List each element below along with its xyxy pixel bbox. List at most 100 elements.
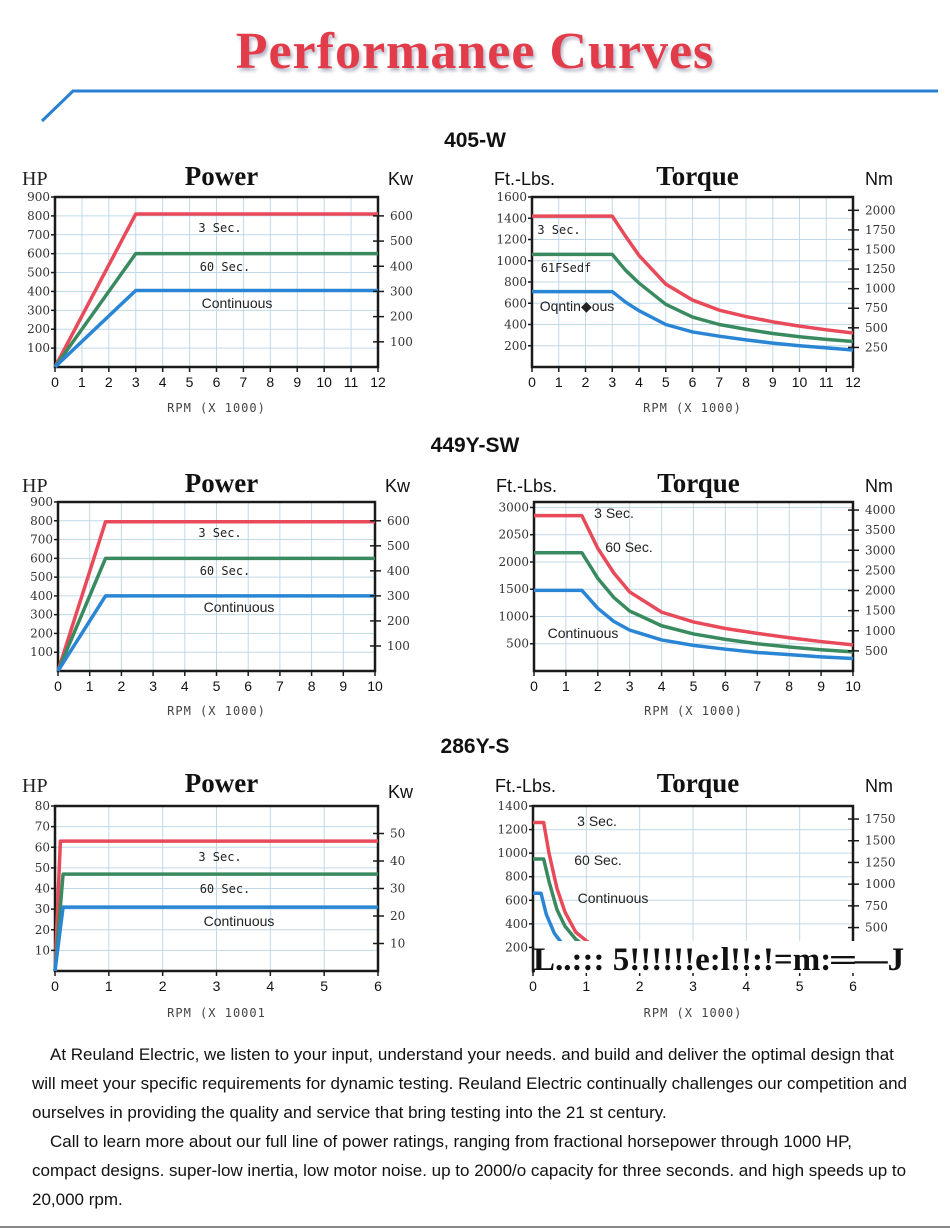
chart-title: Torque [657,768,740,798]
y2-axis-label: Kw [385,476,411,496]
y-tick-label: 300 [30,608,53,622]
y2-tick-label: 500 [865,321,888,335]
x-tick-label: 8 [308,678,316,694]
y2-tick-label: 400 [387,564,410,578]
chart-2: 3 Sec. 60 Sec. Continuous 0 1 2 3 4 5 6 7 8 9 10 100 20… [22,468,411,718]
x-tick-label: 1 [86,678,94,694]
y-tick-label: 600 [504,296,527,310]
x-tick-label: 9 [817,678,825,694]
y2-tick-label: 2500 [865,563,896,577]
x-tick-label: 5 [690,678,698,694]
y2-tick-label: 100 [387,639,410,653]
y2-tick-label: 600 [387,514,410,528]
y-tick-label: 400 [504,318,527,332]
series-label: 60 Sec. [605,539,652,555]
series-label: 3 Sec. [594,505,634,521]
y2-tick-label: 20 [390,909,405,923]
series-line-1 [534,550,854,654]
title-rule [40,89,938,123]
y-tick-label: 500 [27,266,50,280]
x-axis-label: RPM (X 10001 [167,1006,266,1020]
x-tick-label: 2 [159,978,167,994]
x-tick-label: 0 [530,678,538,694]
x-tick-label: 1 [562,678,570,694]
y-tick-label: 1200 [497,823,528,837]
x-tick-label: 7 [715,374,723,390]
y-axis-label: HP [22,168,48,190]
y2-tick-label: 30 [390,882,405,896]
x-tick-label: 10 [367,678,383,694]
y-axis-label: Ft.-Lbs. [494,169,555,189]
y-tick-label: 300 [27,303,50,317]
series-label: Continuous [204,913,275,929]
series-label: 61FSedf [541,261,592,275]
series-line-2 [53,288,378,369]
x-axis-label: RPM (X 1000) [167,704,266,718]
y-tick-label: 400 [27,284,50,298]
x-tick-label: 6 [374,978,382,994]
x-tick-label: 12 [370,374,386,390]
footer-text: At Reuland Electric, we listen to your i… [32,1040,912,1214]
y-tick-label: 50 [35,861,50,875]
x-tick-label: 6 [213,374,221,390]
chart-4: 3 Sec. 60 Sec. Continuous 0 1 2 3 4 5 6 10 20 30 40 50… [22,768,414,1020]
y2-axis-label: Kw [388,782,414,802]
y2-tick-label: 3000 [865,543,896,557]
page-title: Performanee Curves [235,23,715,80]
y-tick-label: 1000 [496,254,527,268]
y-tick-label: 800 [505,870,528,884]
y2-tick-label: 1750 [865,223,896,237]
y2-tick-label: 1500 [865,604,896,618]
chart-title: Power [185,468,258,498]
x-tick-label: 3 [213,978,221,994]
chart-title: Power [185,768,258,798]
chart-title: Torque [656,161,739,191]
y2-axis-label: Nm [865,776,893,796]
chart-3: 3 Sec. 60 Sec. Continuous 0 1 2 3 4 5 6 7 8 9 10 500 10… [496,468,896,718]
series-line-0 [532,214,854,335]
series-label: Continuous [204,599,275,615]
y2-tick-label: 2000 [865,203,896,217]
x-axis-label: RPM (X 1000) [167,401,266,415]
y-axis-label: HP [22,775,48,797]
series-label: 3 Sec. [198,850,241,864]
y2-tick-label: 4000 [865,503,896,517]
y2-tick-label: 500 [865,921,888,935]
y-tick-label: 20 [35,923,50,937]
x-tick-label: 4 [266,978,274,994]
y2-tick-label: 50 [390,827,405,841]
chart-title: Torque [657,468,740,498]
y-tick-label: 800 [30,514,53,528]
x-tick-label: 6 [244,678,252,694]
x-tick-label: 10 [845,678,861,694]
x-tick-label: 1 [105,978,113,994]
x-tick-label: 5 [796,978,804,994]
series-line-2 [53,905,378,972]
x-tick-label: 2 [636,978,644,994]
y-axis-label: Ft.-Lbs. [495,776,556,796]
x-tick-label: 2 [118,678,126,694]
series-line-1 [56,556,375,672]
x-tick-label: 3 [626,678,634,694]
overlay-text: L..::: 5!!!!!!e:l!!:!=m:═—J [533,942,904,978]
x-tick-label: 0 [54,678,62,694]
x-axis-label: RPM (X 1000) [643,401,742,415]
x-tick-label: 7 [240,374,248,390]
x-tick-label: 10 [316,374,332,390]
x-tick-label: 1 [555,374,563,390]
x-tick-label: 8 [785,678,793,694]
y-tick-label: 800 [27,209,50,223]
y2-tick-label: 200 [390,310,413,324]
y2-axis-label: Nm [865,169,893,189]
series-line-2 [534,588,854,661]
y2-tick-label: 40 [390,854,405,868]
series-label: 3 Sec. [537,223,580,237]
x-tick-label: 6 [689,374,697,390]
model-title-449y-sw: 449Y-SW [430,434,520,457]
y2-tick-label: 1250 [865,855,896,869]
x-tick-label: 0 [51,978,59,994]
series-line-1 [533,857,588,949]
series-label: 60 Sec. [200,882,251,896]
series-label: 60 Sec. [200,564,251,578]
